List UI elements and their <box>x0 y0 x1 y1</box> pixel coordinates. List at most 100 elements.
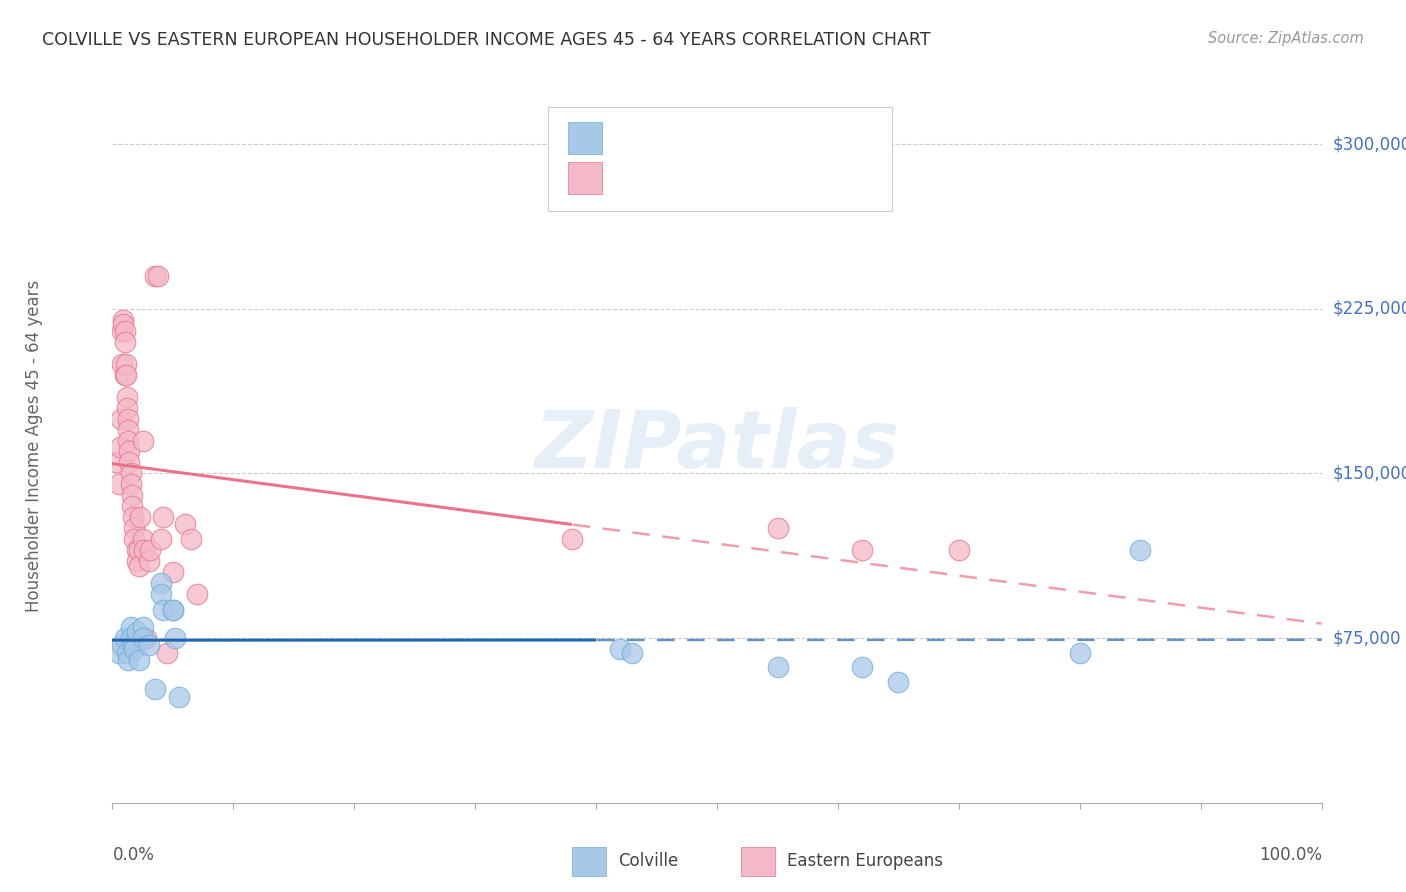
Text: R =: R = <box>614 169 651 187</box>
Point <box>128 653 150 667</box>
Text: R =: R = <box>614 128 651 146</box>
Point <box>887 675 910 690</box>
Text: 51: 51 <box>796 169 818 187</box>
FancyBboxPatch shape <box>572 847 606 876</box>
FancyBboxPatch shape <box>568 162 602 194</box>
Point <box>132 533 155 547</box>
Point <box>156 647 179 661</box>
Point <box>135 631 157 645</box>
Point <box>115 390 138 404</box>
Point <box>120 631 142 645</box>
Text: Householder Income Ages 45 - 64 years: Householder Income Ages 45 - 64 years <box>25 280 44 612</box>
Point <box>139 543 162 558</box>
Point <box>1129 543 1152 558</box>
Point <box>561 533 583 547</box>
Point <box>851 543 873 558</box>
Point <box>107 477 129 491</box>
Point <box>149 533 172 547</box>
Text: COLVILLE VS EASTERN EUROPEAN HOUSEHOLDER INCOME AGES 45 - 64 YEARS CORRELATION C: COLVILLE VS EASTERN EUROPEAN HOUSEHOLDER… <box>42 31 931 49</box>
Point <box>162 602 184 616</box>
Point <box>152 510 174 524</box>
Text: $75,000: $75,000 <box>1333 629 1402 647</box>
Point <box>174 516 197 531</box>
Text: 29: 29 <box>796 128 818 146</box>
Text: N =: N = <box>754 128 790 146</box>
Text: $225,000: $225,000 <box>1333 300 1406 318</box>
FancyBboxPatch shape <box>548 107 893 211</box>
Point <box>167 690 190 705</box>
Point <box>128 558 150 573</box>
Point <box>162 566 184 580</box>
Point <box>110 411 132 425</box>
Point <box>122 533 145 547</box>
Text: 0.0%: 0.0% <box>112 846 155 863</box>
Point <box>165 631 187 645</box>
Point <box>117 411 139 425</box>
Point <box>138 554 160 568</box>
FancyBboxPatch shape <box>568 121 602 153</box>
Point <box>948 543 970 558</box>
Point <box>125 554 148 568</box>
Text: ZIPatlas: ZIPatlas <box>534 407 900 485</box>
Point <box>851 659 873 673</box>
Point <box>128 543 150 558</box>
Point <box>132 631 155 645</box>
Point <box>120 477 142 491</box>
Text: -0.125: -0.125 <box>661 169 720 187</box>
Point <box>115 401 138 415</box>
Point <box>766 659 789 673</box>
Point <box>114 324 136 338</box>
Point <box>117 423 139 437</box>
Point <box>114 357 136 371</box>
Point <box>180 533 202 547</box>
FancyBboxPatch shape <box>741 847 775 876</box>
Point <box>122 510 145 524</box>
Point <box>186 587 208 601</box>
Point <box>122 521 145 535</box>
Point <box>621 647 644 661</box>
Point <box>121 500 143 514</box>
Point <box>152 602 174 616</box>
Point <box>132 434 155 448</box>
Point <box>111 324 134 338</box>
Point <box>148 268 170 283</box>
Point <box>117 434 139 448</box>
Point <box>118 444 141 458</box>
Text: Colville: Colville <box>617 853 678 871</box>
Point <box>118 455 141 469</box>
Point <box>114 334 136 349</box>
Point <box>117 653 139 667</box>
Point <box>122 642 145 657</box>
Text: Eastern Europeans: Eastern Europeans <box>787 853 943 871</box>
Point <box>609 642 631 657</box>
Point <box>125 624 148 639</box>
Point <box>132 620 155 634</box>
Text: 100.0%: 100.0% <box>1258 846 1322 863</box>
Point <box>120 467 142 481</box>
Point <box>143 268 166 283</box>
Point <box>149 576 172 591</box>
Point <box>111 638 134 652</box>
Point <box>108 440 131 454</box>
Point <box>112 312 135 326</box>
Point <box>114 368 136 382</box>
Text: N =: N = <box>754 169 790 187</box>
Point <box>115 647 138 661</box>
Point <box>107 647 129 661</box>
Point <box>122 638 145 652</box>
Text: Source: ZipAtlas.com: Source: ZipAtlas.com <box>1208 31 1364 46</box>
Point <box>149 587 172 601</box>
Point <box>766 521 789 535</box>
Point <box>143 681 166 696</box>
Text: $150,000: $150,000 <box>1333 465 1406 483</box>
Point <box>105 455 128 469</box>
Point <box>120 620 142 634</box>
Point <box>129 510 152 524</box>
Point <box>1069 647 1091 661</box>
Point <box>132 543 155 558</box>
Point <box>114 631 136 645</box>
Point <box>125 543 148 558</box>
Point <box>162 602 184 616</box>
Point <box>114 368 136 382</box>
Text: $300,000: $300,000 <box>1333 135 1406 153</box>
